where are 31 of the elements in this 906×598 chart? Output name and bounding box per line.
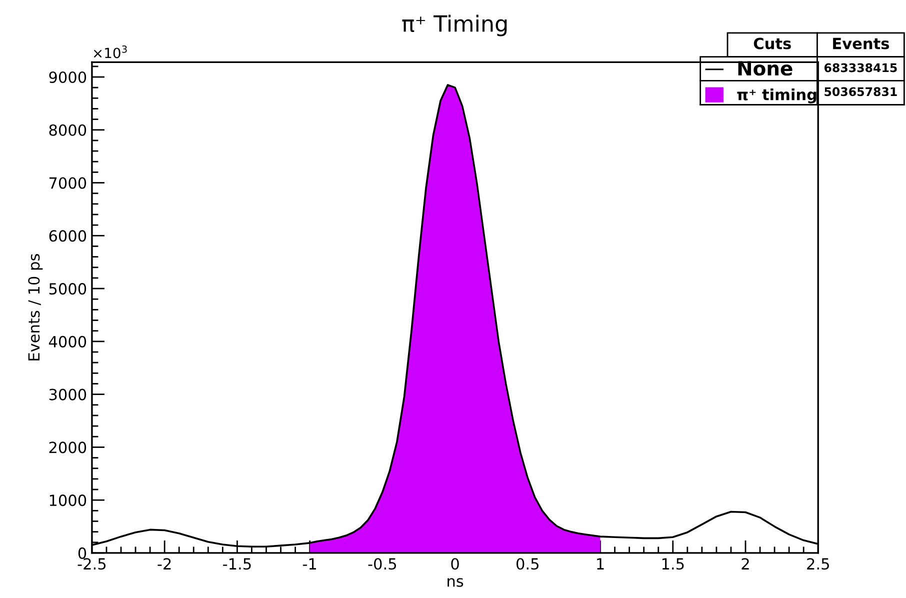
x-tick-label: -0.5 [368, 558, 396, 570]
y-tick-label: 0 [78, 547, 86, 559]
x-tick-label: 1 [597, 558, 604, 570]
x-tick-label: -1 [302, 558, 316, 570]
text: Events [833, 38, 889, 50]
x-tick-label: 0 [451, 558, 459, 570]
x-tick-label: -2.5 [78, 558, 106, 570]
y-tick-label: 8000 [49, 124, 86, 136]
y-tick-label: 4000 [48, 336, 86, 348]
x-tick-label: -1.5 [223, 558, 251, 570]
x-tick-label: 1.5 [662, 558, 684, 570]
text: 683338415 [824, 63, 897, 72]
y-tick-label: 7000 [49, 177, 86, 189]
x-tick-label: 0.5 [516, 558, 538, 570]
legend-label: π⁺ timing [737, 88, 816, 104]
text: 503657831 [824, 87, 897, 96]
text: ×10$^{3}$ [94, 45, 127, 58]
legend-title: Cuts [754, 38, 791, 50]
legend-label: None [738, 61, 792, 76]
y-tick-label: 6000 [49, 230, 86, 242]
x-axis-title: ns [448, 578, 464, 587]
y-tick-label: 3000 [49, 388, 86, 400]
x-tick-label: 2.5 [807, 558, 829, 570]
chart-title: π⁺ Timing [402, 14, 507, 36]
y-tick-label: 5000 [49, 283, 86, 295]
x-tick-label: 2 [742, 558, 749, 570]
y-axis-title: Events / 10 ps [28, 254, 43, 360]
y-tick-label: 9000 [49, 71, 86, 84]
y-tick-label: 2000 [49, 442, 86, 454]
x-tick-label: -2 [158, 558, 171, 570]
y-tick-label: 1000 [50, 494, 86, 506]
